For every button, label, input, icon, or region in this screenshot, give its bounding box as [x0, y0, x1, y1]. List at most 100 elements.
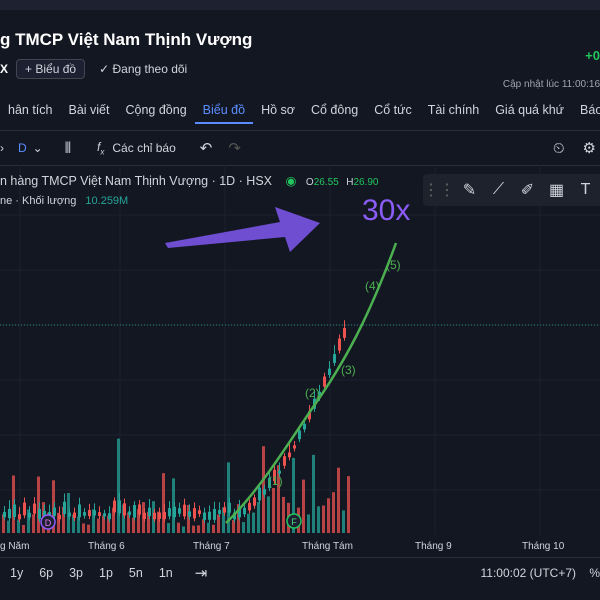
volume-bar [237, 504, 240, 533]
tab-community[interactable]: Cộng đồng [125, 103, 187, 117]
volume-bar [17, 519, 20, 533]
volume-bar [22, 525, 25, 533]
volume-bar [2, 514, 5, 533]
wave-label-1: (1) [268, 474, 283, 488]
tab-price-history[interactable]: Giá quá khứ [495, 103, 565, 117]
candlesticks [3, 320, 346, 523]
add-chart-button[interactable]: + Biểu đồ [16, 59, 86, 79]
volume-bar [312, 454, 315, 533]
tab-profile[interactable]: Hồ sơ [261, 103, 295, 117]
plus-icon: + [25, 62, 33, 76]
function-icon[interactable]: fx [97, 139, 105, 157]
tab-shareholders[interactable]: Cổ đông [310, 103, 359, 117]
drag-handle-icon[interactable]: ⋮⋮ [423, 182, 455, 199]
grid-tool-icon[interactable]: ▦ [548, 182, 565, 199]
highlighter-icon[interactable]: ✐ [520, 182, 535, 199]
volume-bar [217, 514, 220, 533]
tab-bar: hân tích Bài viết Cộng đồng Biểu đồ Hồ s… [0, 100, 600, 124]
volume-bar [157, 511, 160, 533]
check-icon: ✓ [99, 62, 110, 76]
open-label: O [305, 177, 314, 188]
volume-bar [232, 520, 235, 533]
range-5d[interactable]: 5n [128, 566, 143, 580]
volume-bar [212, 524, 215, 533]
tab-financials[interactable]: Tài chính [427, 103, 480, 117]
volume-bar [317, 506, 320, 533]
volume-bar [192, 525, 195, 533]
volume-bar [12, 475, 15, 533]
wave-label-2: (2) [305, 386, 320, 400]
trendline-icon[interactable]: ⟋ [492, 181, 505, 198]
volume-bar [247, 513, 250, 533]
tab-dividends[interactable]: Cổ tức [374, 103, 412, 117]
brush-icon[interactable]: ✎ [462, 182, 477, 199]
tab-analysis[interactable]: hân tích [8, 103, 53, 117]
volume-bar [167, 522, 170, 533]
range-1m[interactable]: 1p [99, 566, 113, 580]
volume-bar [177, 522, 180, 533]
interval-select[interactable]: D [18, 141, 27, 155]
wave-label-5: (5) [386, 258, 401, 272]
volume-bar [132, 517, 135, 533]
range-3m[interactable]: 3p [69, 566, 84, 580]
volume-bar [7, 520, 10, 533]
financial-marker-label: F [291, 517, 297, 527]
volume-value: 10.259M [85, 195, 129, 207]
text-tool-icon[interactable]: T [580, 181, 591, 198]
high-label: H [346, 177, 354, 188]
volume-bar [342, 510, 345, 533]
volume-bar [292, 457, 295, 533]
volume-bar [127, 512, 130, 533]
volume-bar [82, 523, 85, 533]
volume-bar [92, 509, 95, 533]
volume-bar [242, 522, 245, 533]
volume-bar [102, 515, 105, 533]
volume-bar [227, 462, 230, 533]
tab-reports[interactable]: Báo cáo [580, 103, 600, 117]
volume-bar [222, 507, 225, 533]
price-chart[interactable]: (1) (2) (3) (4) (5) D F g Năm Tháng 6 Th… [0, 165, 600, 555]
price-change: +0 [585, 48, 600, 63]
alert-clock-icon[interactable]: ⏲ [552, 139, 565, 157]
volume-bar [37, 476, 40, 533]
elliott-wave-curve [225, 242, 398, 524]
volume-bar [62, 506, 65, 533]
symbol-search-tail[interactable]: › [0, 141, 4, 155]
volume-bar [302, 479, 305, 533]
range-1d[interactable]: 1n [158, 566, 173, 580]
volume-bar [277, 465, 280, 533]
volume-bar [147, 511, 150, 533]
range-bar: 1y 6p 3p 1p 5n 1n ⇥ [0, 557, 600, 588]
volume-bar [322, 505, 325, 533]
drawing-toolbar: ⋮⋮ ✎ ⟋ ✐ ▦ T [423, 174, 600, 206]
time-axis-label-1: g Năm [0, 541, 29, 552]
volume-bar [117, 438, 120, 533]
time-axis-label-3: Tháng 7 [193, 541, 230, 552]
time-axis-label-5: Tháng 9 [415, 541, 452, 552]
ticker-symbol: X [0, 62, 9, 76]
volume-bar [57, 512, 60, 533]
follow-button[interactable]: ✓ Đang theo dõi [99, 62, 187, 76]
updated-time: Cập nhật lúc 11:00:16 [502, 79, 600, 90]
tab-chart[interactable]: Biểu đồ [194, 100, 254, 124]
date-range-icon[interactable]: ⇥ [194, 565, 208, 582]
volume-legend: ne · Khối lượng 10.259M [0, 195, 128, 207]
redo-icon[interactable]: ↷ [228, 140, 241, 157]
indicators-button[interactable]: Các chỉ báo [112, 141, 176, 155]
volume-bar [32, 514, 35, 533]
tab-posts[interactable]: Bài viết [68, 103, 110, 117]
top-strip [0, 0, 600, 10]
timezone-clock[interactable]: 11:00:02 (UTC+7) [480, 566, 577, 580]
candle-type-icon[interactable]: ⫴ [64, 139, 72, 157]
volume-bar [107, 515, 110, 533]
chevron-down-icon[interactable]: ⌄ [32, 141, 43, 155]
gear-icon[interactable]: ⚙ [582, 140, 596, 157]
percent-toggle[interactable]: % [589, 566, 600, 580]
range-6m[interactable]: 6p [39, 566, 54, 580]
undo-icon[interactable]: ↶ [199, 140, 213, 157]
time-axis-label-2: Tháng 6 [88, 541, 125, 552]
volume-bar [197, 525, 200, 533]
range-1y[interactable]: 1y [10, 566, 24, 580]
market-dot-icon: ◉ [285, 174, 297, 188]
volume-bar [257, 502, 260, 533]
